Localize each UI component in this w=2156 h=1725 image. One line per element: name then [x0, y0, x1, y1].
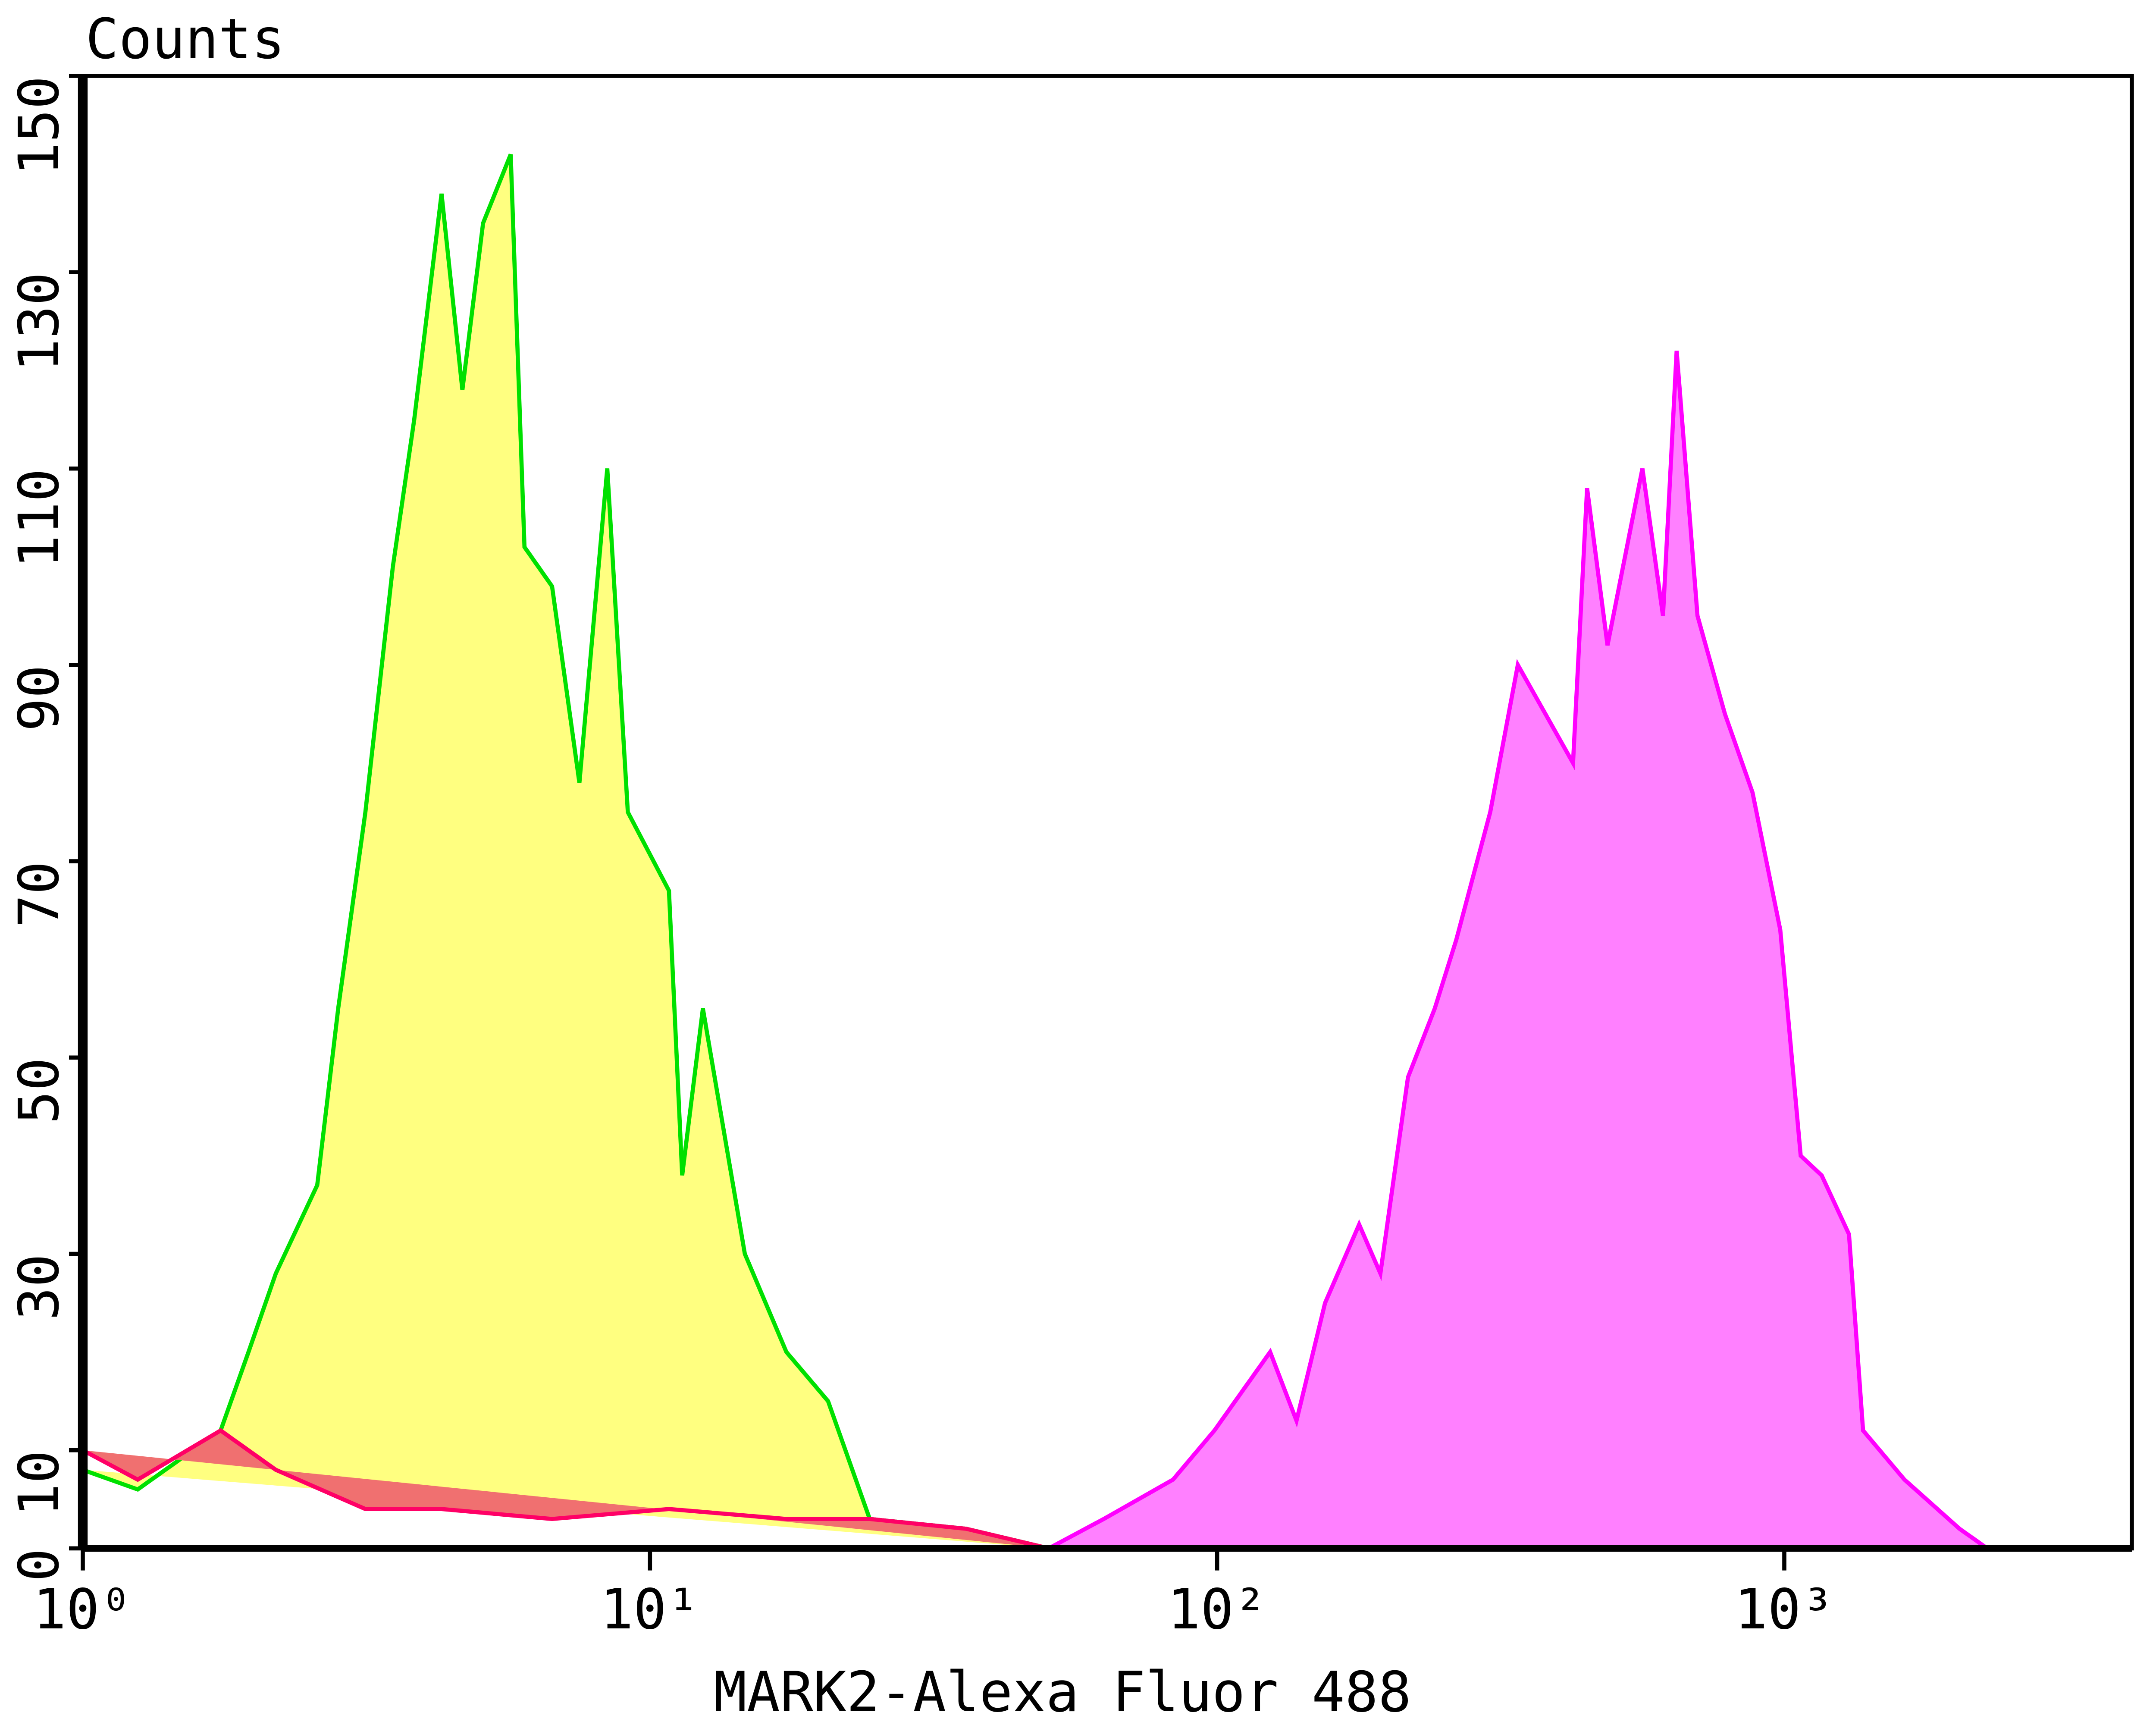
x-tick-label: 10⁰ [33, 1578, 132, 1642]
histogram [82, 154, 1050, 1551]
y-tick-label: 130 [7, 272, 71, 372]
y-tick-label: 30 [7, 1254, 71, 1320]
x-tick-label: 10¹ [600, 1578, 700, 1642]
histogram [1048, 351, 1989, 1550]
y-axis-label: Counts [85, 7, 285, 71]
x-tick-label: 10² [1167, 1578, 1267, 1642]
y-tick-label: 70 [7, 861, 71, 928]
x-axis-label: MARK2-Alexa Fluor 488 [714, 1660, 1411, 1725]
histogram [81, 1428, 1050, 1551]
y-tick-label: 50 [7, 1057, 71, 1124]
y-tick-label: 150 [7, 76, 71, 176]
y-tick-label: 110 [7, 469, 71, 568]
x-tick-label: 10³ [1734, 1578, 1834, 1642]
y-tick-label: 0 [7, 1548, 71, 1581]
y-tick-label: 10 [7, 1450, 71, 1517]
y-tick-label: 90 [7, 665, 71, 731]
